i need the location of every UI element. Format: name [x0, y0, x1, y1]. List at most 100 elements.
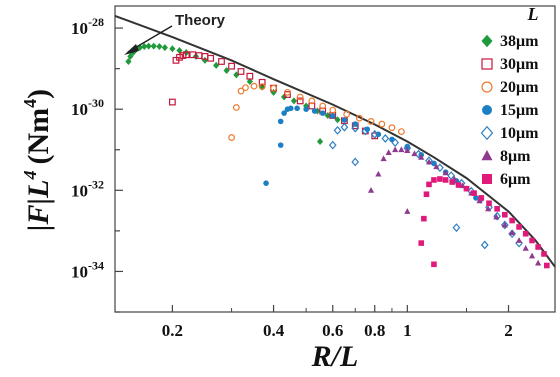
point-s1-11	[237, 68, 245, 75]
point-s5-6	[411, 150, 418, 157]
legend-label-4: 10μm	[500, 125, 539, 142]
legend-label-5: 8μm	[500, 148, 531, 165]
point-s2-11	[329, 106, 337, 114]
point-s6-15	[516, 224, 522, 230]
legend-label-6: 6μm	[500, 171, 531, 188]
point-s0-16	[223, 66, 230, 74]
point-s6-6	[449, 179, 456, 185]
point-s0-11	[176, 46, 183, 54]
point-s5-24	[404, 208, 411, 214]
point-s3-5	[303, 106, 309, 112]
point-s1-13	[258, 78, 266, 86]
legend-label-3: 15μm	[500, 102, 539, 119]
point-s0-27	[316, 137, 324, 145]
point-s3-9	[341, 117, 348, 123]
point-s3-14	[404, 143, 411, 150]
point-s0-1	[127, 52, 134, 60]
x-tick-label-4: 1	[403, 321, 412, 340]
point-s2-1	[232, 104, 240, 111]
point-s2-14	[367, 118, 375, 125]
point-s6-21	[431, 261, 437, 268]
point-s5-0	[375, 170, 382, 177]
point-s6-8	[463, 185, 470, 192]
point-s3-21	[277, 142, 284, 148]
point-s5-18	[509, 229, 516, 236]
point-s4-6	[381, 134, 390, 143]
point-s5-20	[522, 245, 529, 251]
point-s5-3	[392, 146, 399, 153]
point-s5-17	[501, 221, 508, 228]
point-s4-21	[351, 157, 360, 167]
point-s0-15	[213, 61, 220, 69]
point-s6-22	[544, 262, 550, 269]
tick-labels-layer: 0.2 0.4 0.6 0.8 1 2 10-28 10-30 10-32 10-34	[71, 15, 513, 340]
point-s6-0	[421, 215, 427, 222]
x-tick-label-2: 0.6	[322, 321, 343, 340]
point-s0-6	[145, 42, 152, 50]
point-s6-7	[455, 182, 462, 188]
point-s4-4	[361, 126, 370, 136]
ylabel-unit: (Nm	[22, 108, 55, 165]
point-s5-8	[425, 158, 433, 165]
series-4	[328, 122, 523, 250]
x-tick-label-1: 0.4	[263, 321, 285, 340]
point-s6-20	[418, 240, 425, 246]
y-tick-label-3: 10-34	[71, 258, 104, 281]
point-s0-10	[169, 45, 176, 53]
point-s3-4	[294, 105, 300, 112]
point-s3-3	[287, 105, 294, 112]
y-axis-title: |F|L4(Nm4)	[20, 89, 55, 231]
point-s0-9	[161, 44, 168, 52]
point-s6-14	[509, 217, 515, 224]
ylabel-unit-sup: 4	[20, 99, 40, 108]
point-s3-16	[431, 160, 437, 167]
point-s4-9	[414, 149, 423, 159]
point-s5-19	[515, 237, 523, 243]
point-s0-5	[141, 43, 148, 51]
point-s1-15	[284, 91, 291, 98]
point-s4-0	[328, 140, 337, 150]
legend-marker-4	[480, 125, 494, 141]
point-s4-2	[340, 122, 349, 132]
legend-label-1: 30μm	[500, 56, 539, 73]
ylabel-unit-close: )	[22, 89, 55, 99]
point-s4-22	[452, 223, 461, 233]
point-s0-0	[125, 57, 132, 65]
theory-line	[114, 14, 556, 268]
point-s5-5	[404, 147, 411, 154]
point-s2-2	[237, 87, 245, 95]
theory-annotation-text: Theory	[175, 12, 226, 29]
legend-marker-6	[482, 174, 492, 184]
point-s1-10	[228, 62, 235, 70]
ylabel-main: |F|L	[22, 180, 55, 232]
point-s5-16	[493, 213, 500, 220]
point-s4-12	[447, 171, 456, 181]
ylabel-sup: 4	[20, 171, 40, 181]
point-s2-16	[388, 124, 396, 132]
svg-text:|F|L4(Nm4): |F|L4(Nm4)	[20, 89, 55, 231]
point-s5-21	[528, 252, 536, 259]
point-s1-5	[189, 51, 197, 59]
point-s2-17	[397, 128, 405, 136]
point-s1-8	[207, 54, 215, 62]
point-s1-2	[176, 53, 183, 61]
tick-marks	[115, 27, 510, 313]
point-s5-7	[418, 153, 425, 160]
point-s4-5	[370, 129, 379, 139]
plot-frame	[114, 5, 556, 313]
legend-marker-2	[481, 81, 493, 93]
x-tick-label-3: 0.8	[364, 321, 385, 340]
series-6	[418, 176, 550, 269]
point-s5-9	[433, 163, 440, 170]
legend: L 38μm 30μm 20μm 15μm 10μm 8μm 6μm	[480, 4, 539, 188]
point-s6-9	[471, 190, 477, 196]
point-s1-4	[182, 51, 190, 59]
point-s2-7	[284, 88, 291, 96]
point-s5-2	[385, 149, 392, 155]
legend-marker-5	[481, 150, 493, 161]
point-s2-5	[258, 83, 266, 91]
legend-label-0: 38μm	[500, 33, 539, 50]
point-s5-22	[535, 259, 542, 266]
point-s6-2	[426, 181, 432, 188]
point-s2-12	[343, 110, 351, 118]
